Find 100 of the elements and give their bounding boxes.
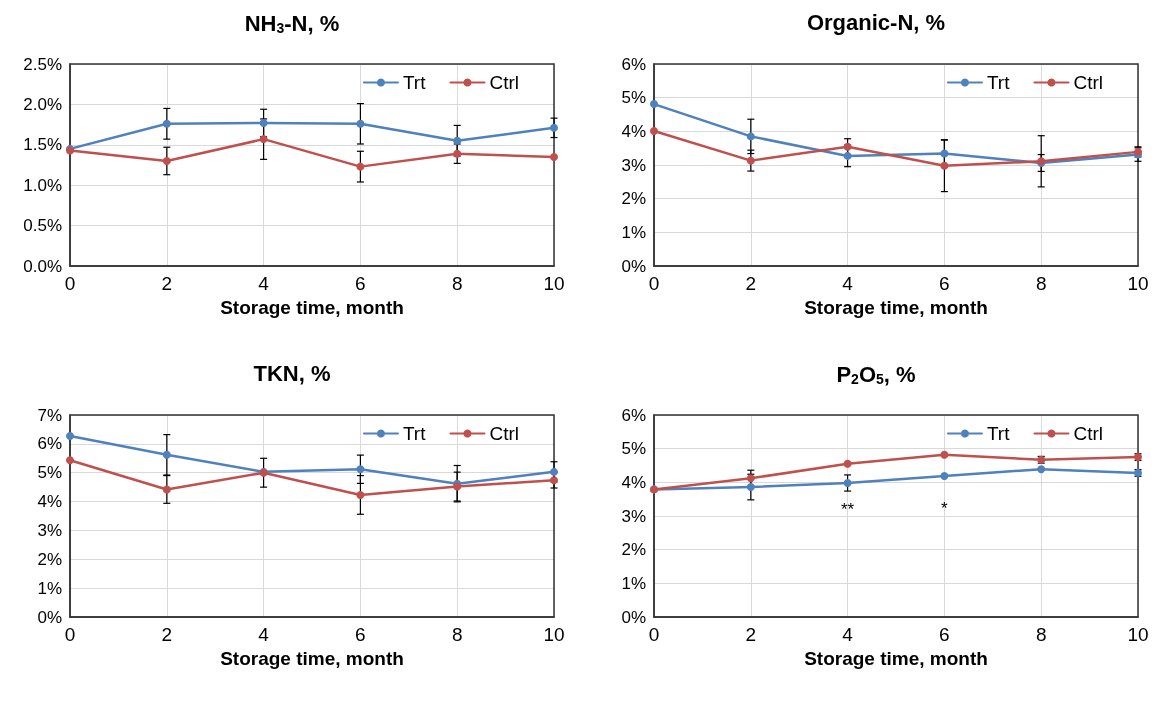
x-tick-label: 2 — [161, 273, 173, 294]
legend-label: Ctrl — [1073, 423, 1104, 444]
x-tick-label: 4 — [842, 273, 854, 294]
chart-title: NH3-N, % — [244, 10, 340, 36]
y-tick-label: 2% — [621, 189, 646, 209]
y-tick-label: 2% — [621, 540, 646, 560]
point — [356, 119, 365, 128]
x-tick-label: 0 — [648, 273, 660, 294]
point — [453, 136, 462, 145]
x-tick-label: 6 — [355, 273, 366, 294]
y-tick-label: 1% — [37, 578, 62, 598]
x-tick-label: 10 — [1127, 624, 1149, 645]
point — [550, 123, 558, 132]
point — [940, 450, 949, 459]
x-tick-label: 6 — [939, 273, 950, 294]
point — [162, 450, 171, 459]
point — [356, 490, 365, 499]
point — [550, 152, 558, 161]
point — [66, 432, 74, 441]
chart-title: TKN, % — [253, 360, 331, 386]
point — [1037, 465, 1046, 474]
y-tick-label: 6% — [621, 405, 646, 425]
y-tick-label: 0% — [621, 256, 646, 276]
point — [940, 149, 949, 158]
y-tick-label: 5% — [37, 463, 62, 483]
x-tick-label: 10 — [1127, 273, 1149, 294]
legend-label: Trt — [402, 423, 427, 444]
x-tick-label: 2 — [161, 624, 173, 645]
x-tick-label: 2 — [745, 273, 757, 294]
x-tick-label: 0 — [64, 273, 76, 294]
y-tick-label: 5% — [621, 439, 646, 459]
y-tick-label: 0.5% — [23, 216, 62, 236]
point — [550, 467, 558, 476]
point — [843, 151, 852, 160]
x-tick-label: 8 — [1035, 624, 1047, 645]
x-tick-label: 4 — [842, 624, 854, 645]
legend-label: Trt — [986, 423, 1011, 444]
x-tick-label: 2 — [745, 624, 757, 645]
point — [550, 476, 558, 485]
y-tick-label: 0.0% — [23, 256, 62, 276]
x-tick-label: 0 — [648, 624, 660, 645]
point — [162, 156, 171, 165]
y-tick-label: 7% — [37, 405, 62, 425]
point — [746, 474, 755, 483]
y-tick-label: 4% — [621, 121, 646, 141]
legend-label: Ctrl — [1073, 72, 1104, 93]
point — [650, 127, 658, 135]
annotation: * — [941, 499, 949, 519]
x-tick-label: 0 — [64, 624, 76, 645]
x-tick-label: 8 — [451, 273, 463, 294]
y-tick-label: 1% — [621, 222, 646, 242]
x-axis-title: Storage time, month — [804, 647, 988, 669]
y-tick-label: 4% — [37, 492, 62, 512]
point — [746, 132, 755, 141]
annotation: ** — [840, 500, 855, 520]
y-tick-label: 6% — [621, 54, 646, 74]
chart-title: Organic-N, % — [806, 9, 946, 35]
point — [259, 118, 268, 127]
point — [162, 119, 171, 128]
x-tick-label: 8 — [1035, 273, 1047, 294]
legend-label: Trt — [402, 72, 427, 93]
y-tick-label: 0% — [621, 607, 646, 627]
legend-label: Ctrl — [489, 423, 520, 444]
y-tick-label: 2.0% — [23, 94, 62, 114]
x-axis-title: Storage time, month — [220, 647, 404, 669]
x-tick-label: 10 — [543, 624, 565, 645]
point — [746, 483, 755, 492]
point — [746, 156, 755, 165]
y-tick-label: 6% — [37, 434, 62, 454]
y-tick-label: 1.0% — [23, 175, 62, 195]
point — [940, 161, 949, 170]
x-tick-label: 10 — [543, 273, 565, 294]
point — [356, 465, 365, 474]
legend-label: Ctrl — [489, 72, 520, 93]
y-tick-label: 2% — [37, 549, 62, 569]
y-tick-label: 3% — [621, 155, 646, 175]
point — [66, 456, 74, 465]
y-tick-label: 3% — [37, 520, 62, 540]
y-tick-label: 4% — [621, 472, 646, 492]
x-tick-label: 8 — [451, 624, 463, 645]
x-tick-label: 4 — [258, 273, 270, 294]
y-tick-label: 1.5% — [23, 135, 62, 155]
x-tick-label: 6 — [355, 624, 366, 645]
legend-label: Trt — [986, 72, 1011, 93]
point — [940, 471, 949, 480]
point — [453, 149, 462, 158]
y-tick-label: 3% — [621, 506, 646, 526]
x-tick-label: 6 — [939, 624, 950, 645]
y-tick-label: 2.5% — [23, 54, 62, 74]
y-tick-label: 5% — [621, 88, 646, 108]
x-axis-title: Storage time, month — [220, 296, 404, 318]
point — [650, 100, 658, 109]
y-tick-label: 0% — [37, 607, 62, 627]
point — [356, 162, 365, 171]
point — [259, 135, 268, 144]
y-tick-label: 1% — [621, 573, 646, 593]
point — [843, 479, 852, 487]
point — [843, 459, 852, 468]
x-tick-label: 4 — [258, 624, 270, 645]
point — [162, 485, 171, 494]
